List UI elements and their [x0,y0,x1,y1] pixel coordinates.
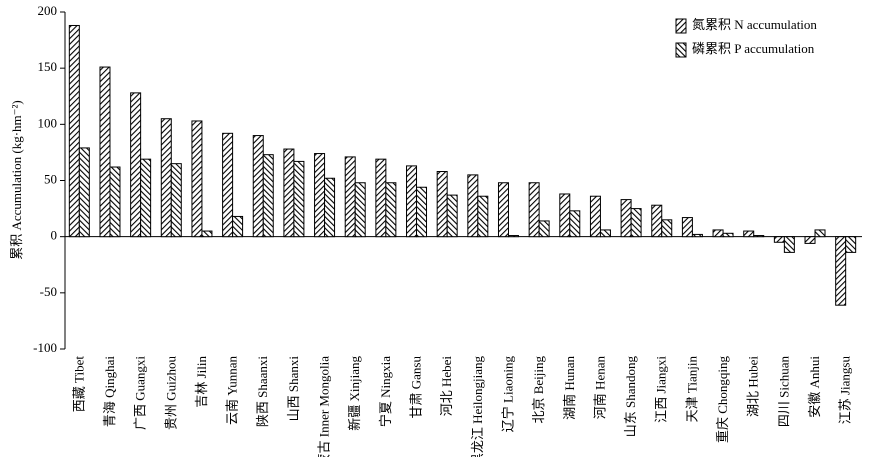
x-tick-label: 吉林 Jilin [194,356,209,408]
bar [569,210,581,238]
bar [252,135,264,238]
x-tick-label: 内蒙古 Inner Mongolia [317,356,332,457]
legend-swatch [675,18,687,34]
legend-label: 氮累积 N accumulation [692,17,817,32]
x-tick-label: 黑龙江 Heilongjiang [470,356,485,457]
bar [232,215,244,238]
bar [314,153,326,238]
bar [416,186,428,238]
bar [170,163,182,238]
x-tick-label: 西藏 Tibet [71,356,86,413]
x-tick-label: 云南 Yunnan [225,356,240,425]
x-tick-label: 山东 Shandong [623,356,638,438]
bar [835,236,847,306]
legend-label: 磷累积 P accumulation [692,41,815,56]
bar [109,166,121,238]
bar [201,230,213,238]
bar [406,165,418,238]
bar [99,66,111,238]
x-tick-label: 安徽 Anhui [807,356,822,418]
x-tick-label: 山西 Shanxi [286,356,301,422]
x-tick-label: 江西 Jiangxi [654,356,669,423]
bar [712,229,724,238]
bar [130,92,142,238]
x-tick-label: 北京 Beijing [531,356,546,424]
x-tick-label: 宁夏 Ningxia [378,356,393,427]
bar [753,235,765,238]
bar [559,193,571,238]
x-tick-label: 河北 Hebei [439,356,454,417]
x-tick-label: 青海 Qinghai [102,356,117,428]
bar [722,232,734,238]
bar [140,158,152,238]
bar [497,182,509,238]
bar [773,236,785,243]
bar [467,174,479,238]
y-tick-label: -50 [40,284,57,299]
bar [661,219,673,238]
y-tick-label: 150 [38,59,58,74]
y-tick-label: 50 [44,171,57,186]
bar [691,233,703,238]
bar [528,182,540,238]
x-tick-label: 四川 Sichuan [776,356,791,428]
bar [814,229,826,238]
y-tick-label: 0 [51,228,58,243]
bar [507,235,519,238]
x-tick-label: 重庆 Chongqing [715,356,730,444]
bar [78,147,90,238]
x-tick-label: 湖南 Hunan [562,356,577,420]
x-tick-label: 陕西 Shaanxi [255,356,270,428]
y-axis-title: 累积 Accumulation (kg·hm⁻²) [9,100,24,260]
bar [344,156,356,238]
bar [283,148,295,238]
bar [385,182,397,238]
bar [743,230,755,238]
bar [446,194,458,238]
bar [324,177,336,238]
bar [681,217,693,238]
bar [589,195,601,238]
x-tick-label: 广西 Guangxi [133,356,148,430]
bar [630,208,642,238]
bar [477,195,489,238]
bar [845,236,857,253]
x-tick-label: 天津 Tianjin [684,356,699,423]
bar [160,118,172,238]
bar [783,236,795,253]
bar [620,199,632,238]
x-tick-label: 新疆 Xinjiang [347,356,362,431]
x-tick-label: 湖北 Hubei [746,356,761,417]
x-tick-label: 江苏 Jiangsu [838,356,853,425]
bar [68,24,80,238]
bar [222,132,234,238]
bar [538,220,550,238]
bar [354,182,366,238]
bar [599,229,611,238]
y-tick-label: -100 [33,340,57,355]
bar [804,236,816,244]
x-tick-label: 辽宁 Liaoning [500,356,515,433]
bar [375,158,387,238]
x-tick-label: 甘肃 Gansu [409,356,424,419]
bar [262,154,274,238]
x-tick-label: 贵州 Guizhou [163,356,178,431]
y-tick-label: 100 [38,115,58,130]
bar [651,204,663,238]
bar [191,120,203,238]
bar [293,160,305,238]
bar [436,171,448,238]
legend-swatch [675,42,687,58]
y-tick-label: 200 [38,3,58,18]
x-tick-label: 河南 Henan [592,356,607,420]
